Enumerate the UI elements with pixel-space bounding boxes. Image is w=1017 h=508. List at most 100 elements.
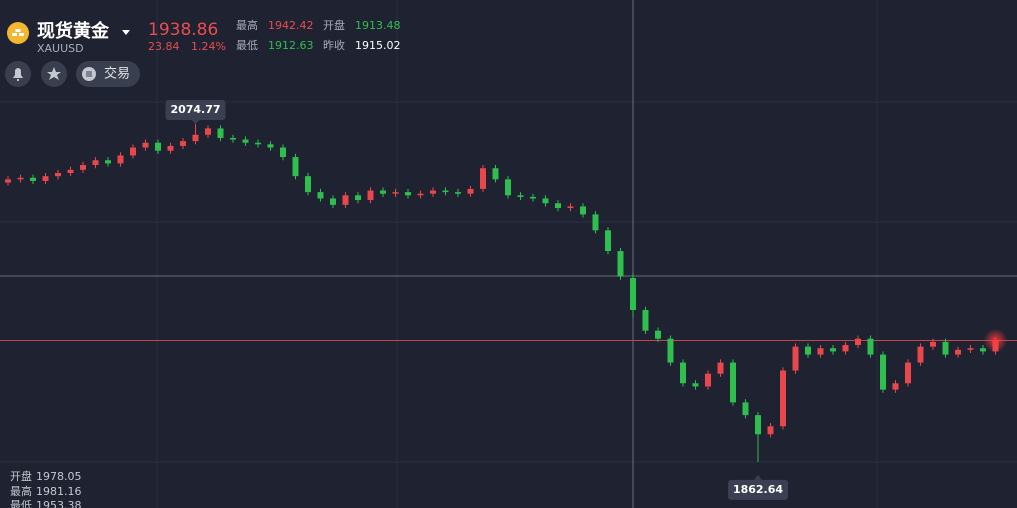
ohlc-value: 1978.05 bbox=[36, 470, 82, 483]
candle-body bbox=[680, 362, 686, 384]
candle-body bbox=[317, 192, 324, 199]
candle-body bbox=[92, 160, 99, 166]
candle-body bbox=[455, 192, 461, 194]
callout-label: 1862.64 bbox=[733, 483, 783, 496]
candle-body bbox=[717, 362, 724, 374]
candle-body bbox=[192, 134, 199, 142]
candle-body bbox=[42, 176, 49, 181]
candle-body bbox=[342, 195, 349, 205]
candle-body bbox=[280, 147, 286, 158]
star-icon bbox=[47, 67, 61, 80]
candle-body bbox=[230, 137, 236, 140]
candle-body bbox=[80, 165, 86, 170]
stat-value: 1912.63 bbox=[268, 39, 314, 52]
candle-body bbox=[555, 203, 561, 209]
candle-body bbox=[517, 195, 524, 197]
stat-label: 最高 bbox=[236, 18, 258, 32]
callout-pointer bbox=[754, 474, 762, 480]
candle-body bbox=[142, 142, 149, 148]
candle-body bbox=[492, 168, 499, 180]
candle-body bbox=[880, 354, 886, 390]
candle-body bbox=[430, 190, 436, 194]
candle-body bbox=[167, 145, 174, 151]
callout-label: 2074.77 bbox=[170, 103, 220, 116]
candle-body bbox=[155, 142, 161, 151]
trade-button[interactable] bbox=[76, 61, 140, 87]
candle-body bbox=[367, 190, 374, 201]
stat-value: 1942.42 bbox=[268, 19, 314, 32]
candle-body bbox=[955, 349, 961, 355]
candle-body bbox=[255, 142, 261, 145]
candle-body bbox=[267, 144, 274, 148]
toolbar: 交易 bbox=[5, 61, 140, 87]
candle-body bbox=[355, 195, 361, 201]
ohlc-value: 1981.16 bbox=[36, 485, 82, 498]
callout-box bbox=[728, 479, 788, 500]
candle-body bbox=[105, 160, 111, 164]
candle-body bbox=[605, 230, 611, 252]
candle-body bbox=[205, 128, 211, 135]
candle-body bbox=[817, 348, 824, 355]
candle-body bbox=[5, 179, 11, 183]
price-change-pct: 1.24% bbox=[191, 40, 226, 53]
candle-body bbox=[305, 176, 311, 193]
candle-body bbox=[567, 206, 574, 209]
ohlc-label: 最低 bbox=[10, 499, 32, 508]
candle-body bbox=[330, 198, 336, 205]
ohlc-label: 最高 bbox=[10, 484, 32, 498]
candle-body bbox=[242, 139, 249, 143]
candle-body bbox=[930, 341, 936, 347]
candle-body bbox=[805, 346, 811, 355]
stat-label: 开盘 bbox=[323, 18, 345, 32]
ohlc-label: 开盘 bbox=[10, 469, 32, 483]
candle-body bbox=[405, 192, 411, 196]
candle-body bbox=[467, 188, 474, 194]
candle-body bbox=[380, 190, 386, 194]
candles: 2074.77 1862.64 bbox=[0, 99, 1017, 500]
candle-body bbox=[705, 373, 711, 387]
candle-body bbox=[67, 169, 74, 173]
candle-body bbox=[980, 348, 986, 352]
candle-body bbox=[967, 348, 974, 350]
candle-body bbox=[767, 426, 774, 435]
candle-body bbox=[55, 172, 61, 177]
candle-body bbox=[667, 338, 674, 363]
candle-body bbox=[292, 157, 299, 177]
trade-icon-lines bbox=[86, 71, 92, 77]
candle-body bbox=[392, 192, 399, 194]
candle-body bbox=[480, 168, 486, 189]
bell-icon bbox=[13, 68, 23, 81]
candle-body bbox=[417, 193, 424, 196]
header: 现货黄金 XAUUSD 1938.86 23.84 1.24% 最高 1942.… bbox=[7, 18, 401, 55]
stat-label: 昨收 bbox=[323, 38, 345, 52]
candle-body bbox=[117, 155, 124, 164]
dropdown-caret[interactable] bbox=[122, 30, 130, 35]
ohlc-value: 1953.38 bbox=[36, 499, 82, 508]
last-price-glow bbox=[983, 328, 1008, 353]
candle-body bbox=[730, 362, 736, 403]
candle-body bbox=[505, 179, 511, 196]
candle-body bbox=[17, 177, 24, 180]
candle-body bbox=[542, 198, 549, 204]
candle-body bbox=[830, 348, 836, 352]
last-price: 1938.86 bbox=[148, 20, 218, 40]
trade-label[interactable]: 交易 bbox=[104, 66, 130, 82]
candle-body bbox=[630, 278, 636, 310]
candle-body bbox=[892, 383, 899, 390]
candle-body bbox=[855, 338, 861, 346]
candle-body bbox=[917, 346, 924, 363]
candle-body bbox=[942, 341, 949, 355]
ohlc-info: 开盘 1978.05 最高 1981.16 最低 1953.38 bbox=[10, 469, 82, 508]
candle-body bbox=[580, 206, 586, 215]
candle-body bbox=[180, 141, 186, 146]
instrument-symbol: XAUUSD bbox=[37, 42, 84, 55]
price-change: 23.84 bbox=[148, 40, 180, 53]
stat-label: 最低 bbox=[236, 39, 258, 52]
stat-value: 1913.48 bbox=[355, 19, 401, 32]
candle-body bbox=[530, 196, 536, 199]
candle-body bbox=[30, 177, 36, 181]
candle-body bbox=[130, 147, 136, 156]
candle-body bbox=[692, 383, 699, 387]
